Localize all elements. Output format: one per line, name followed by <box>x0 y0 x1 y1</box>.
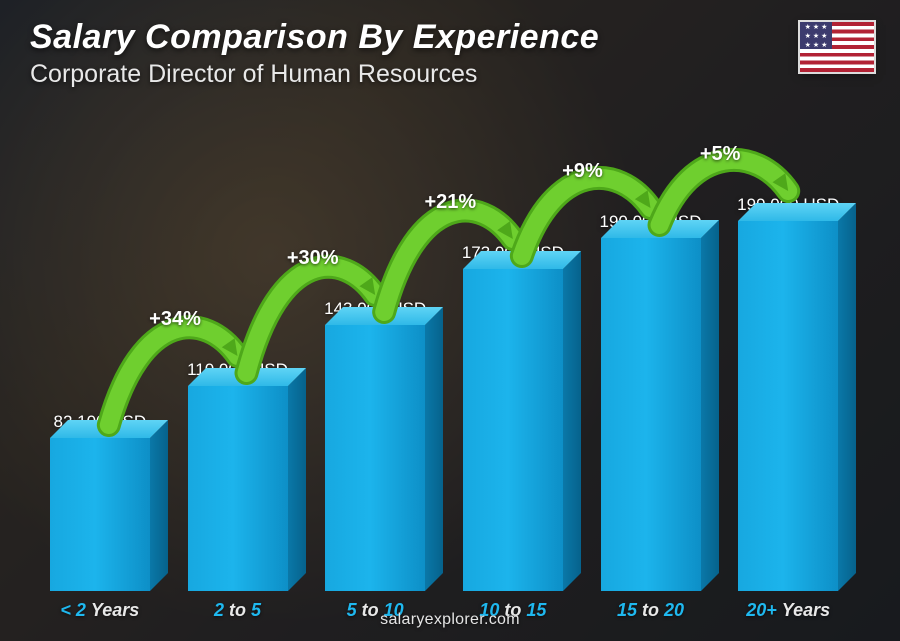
bar-side <box>838 203 856 591</box>
attribution: salaryexplorer.com <box>0 611 900 629</box>
flag-canton <box>800 22 832 49</box>
bar-side <box>288 368 306 591</box>
bar-front <box>463 269 563 591</box>
bar-top <box>463 251 581 269</box>
bar-column: 110,000 USD2 to 5 <box>176 360 300 591</box>
bar-front <box>188 386 288 591</box>
bar-side <box>150 420 168 591</box>
bar-column: 143,000 USD5 to 10 <box>313 299 437 591</box>
bar-column: 190,000 USD15 to 20 <box>589 212 713 591</box>
bar-front <box>50 438 150 591</box>
bar <box>463 269 563 591</box>
bar-column: 173,000 USD10 to 15 <box>451 243 575 591</box>
bar-front <box>601 238 701 591</box>
bar-top <box>601 220 719 238</box>
us-flag-icon <box>800 22 874 72</box>
bar-front <box>738 221 838 591</box>
bar-side <box>701 220 719 591</box>
bar <box>188 386 288 591</box>
bar-front <box>325 325 425 591</box>
bar <box>738 221 838 591</box>
bar-top <box>50 420 168 438</box>
infographic-stage: Salary Comparison By Experience Corporat… <box>0 0 900 641</box>
bar-column: 199,000 USD20+ Years <box>726 195 850 591</box>
bar-column: 82,100 USD< 2 Years <box>38 412 162 591</box>
bar-top <box>325 307 443 325</box>
page-subtitle: Corporate Director of Human Resources <box>30 60 477 89</box>
salary-bar-chart: 82,100 USD< 2 Years110,000 USD2 to 5143,… <box>38 91 850 591</box>
bar-top <box>738 203 856 221</box>
bar-side <box>563 251 581 591</box>
bar <box>50 438 150 591</box>
bar <box>601 238 701 591</box>
bar <box>325 325 425 591</box>
bar-side <box>425 307 443 591</box>
page-title: Salary Comparison By Experience <box>30 18 599 57</box>
bar-top <box>188 368 306 386</box>
